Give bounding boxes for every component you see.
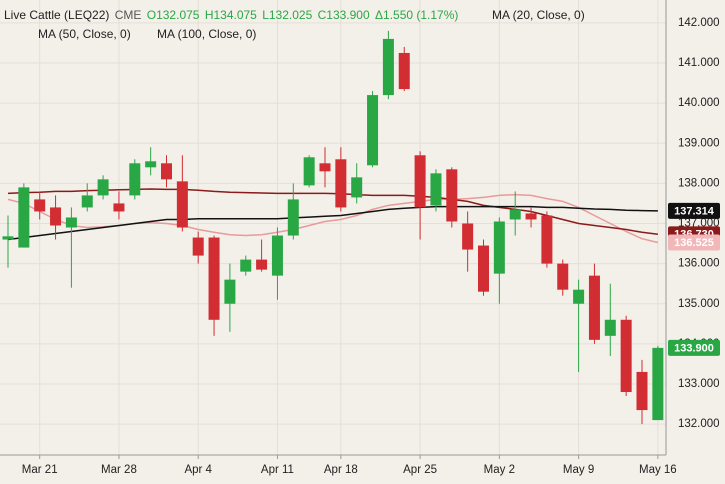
candle-body — [271, 235, 283, 276]
x-tick-label: Mar 28 — [101, 464, 137, 476]
axis: 132.000133.000134.000135.000136.000137.0… — [0, 0, 720, 476]
x-tick-label: Apr 11 — [261, 464, 294, 476]
price-badge — [668, 202, 720, 219]
x-tick-label: Mar 21 — [22, 464, 58, 476]
candle-body — [478, 245, 489, 292]
y-tick-label: 139.000 — [678, 137, 720, 149]
candle-body — [382, 38, 394, 96]
candle-body — [493, 221, 505, 274]
candle-body — [113, 203, 125, 212]
change: Δ1.550 (1.17%) — [375, 8, 458, 22]
y-tick-label: 140.000 — [678, 97, 720, 109]
x-tick-label: May 2 — [484, 464, 515, 476]
x-tick-label: May 9 — [563, 464, 594, 476]
candle-body — [414, 155, 426, 208]
candle-body — [557, 263, 569, 290]
price-badge-label: 136.525 — [674, 237, 714, 249]
candle-body — [81, 195, 93, 208]
candle-body — [573, 289, 585, 304]
candle-body — [2, 236, 14, 240]
candle-body — [208, 237, 220, 320]
candle-body — [161, 163, 172, 180]
candle-body — [145, 161, 157, 168]
candle-body — [256, 259, 268, 270]
candle-body — [303, 157, 315, 186]
candle-body — [97, 179, 109, 196]
legend-entry: MA (20, Close, 0) — [492, 8, 585, 22]
candle-body — [620, 319, 632, 393]
candle-body — [129, 163, 141, 196]
y-tick-label: 132.000 — [678, 418, 720, 430]
x-tick-label: Apr 18 — [324, 464, 358, 476]
candle-body — [446, 169, 458, 222]
y-tick-label: 136.000 — [678, 258, 720, 270]
legend-entry: MA (50, Close, 0) — [38, 27, 131, 41]
candle-body — [525, 213, 537, 220]
open: O132.075 — [147, 8, 200, 22]
candle-body — [50, 207, 62, 226]
y-tick-label: 133.000 — [678, 378, 720, 390]
y-tick-label: 135.000 — [678, 298, 720, 310]
candle-body — [224, 279, 236, 304]
candle-body — [240, 259, 252, 272]
exchange: CME — [115, 8, 142, 22]
x-tick-label: Apr 25 — [403, 464, 437, 476]
ma-line — [7, 205, 658, 241]
candle-body — [652, 347, 664, 421]
candle-body — [351, 177, 363, 198]
candle-body — [636, 371, 648, 411]
symbol: Live Cattle (LEQ22) — [4, 8, 109, 22]
candle-body — [65, 217, 77, 228]
low: L132.025 — [262, 8, 312, 22]
candle-body — [287, 199, 299, 236]
candle-body — [398, 52, 410, 90]
candle-body — [430, 173, 442, 206]
y-tick-label: 138.000 — [678, 177, 720, 189]
x-tick-label: May 16 — [639, 464, 677, 476]
price-badge-label: 133.900 — [674, 342, 714, 354]
candle-body — [18, 187, 30, 248]
close: C133.900 — [318, 8, 370, 22]
candle-body — [588, 275, 600, 340]
plot — [2, 30, 664, 425]
candle-body — [541, 215, 553, 264]
price-badge — [668, 339, 720, 356]
candle-body — [604, 319, 616, 336]
candle-body — [319, 163, 331, 172]
price-badge — [668, 234, 720, 251]
candle-body — [509, 209, 521, 220]
legend-entry: MA (100, Close, 0) — [157, 27, 256, 41]
candle-body — [176, 181, 188, 228]
x-tick-label: Apr 4 — [184, 464, 212, 476]
candle-body — [192, 237, 204, 256]
candle-body — [34, 199, 46, 212]
y-tick-label: 142.000 — [678, 17, 720, 29]
y-tick-label: 141.000 — [678, 57, 720, 69]
price-badge-label: 137.314 — [674, 205, 715, 217]
candle-body — [462, 223, 474, 250]
candle-body — [367, 95, 379, 166]
header: Live Cattle (LEQ22) CME O132.075 H134.07… — [4, 8, 585, 41]
candle-body — [335, 159, 347, 208]
header-text: Live Cattle (LEQ22) CME O132.075 H134.07… — [4, 8, 458, 22]
high: H134.075 — [205, 8, 257, 22]
